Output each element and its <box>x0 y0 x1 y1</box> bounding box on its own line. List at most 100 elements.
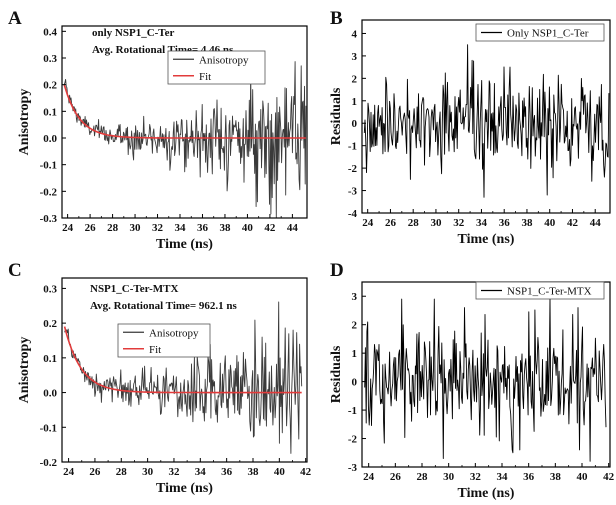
legend-label: NSP1_C-Ter-MTX <box>507 286 592 298</box>
y-tick-label: 2 <box>352 73 358 85</box>
x-tick-label: 36 <box>221 466 233 478</box>
legend-label: Only NSP1_C-Ter <box>507 28 589 40</box>
y-tick-label: 0.1 <box>43 353 57 365</box>
y-tick-label: 0.0 <box>43 133 57 145</box>
panel-c: 24 26 28 30 32 34 36 38 40 42 -0.2 -0.1 0.0 0.1 0.2 0.3… <box>8 260 312 496</box>
y-tick-label: 2 <box>352 320 358 332</box>
x-tick-label: 26 <box>85 222 97 234</box>
y-tick-label: -0.1 <box>40 160 57 172</box>
series-line-nsp1-c-ter-mtx <box>364 295 607 462</box>
x-tick-label: 36 <box>197 222 209 234</box>
y-tick-label: 1 <box>352 96 358 108</box>
x-tick-label: 28 <box>107 222 119 234</box>
annotation-text: Avg. Rotational Time= 962.1 ns <box>90 300 238 312</box>
x-tick-label: 24 <box>62 222 74 234</box>
annotation-text: only NSP1_C-Ter <box>92 27 175 39</box>
x-tick-label: 30 <box>142 466 154 478</box>
x-tick-label: 36 <box>499 217 511 229</box>
x-axis-title: Time (ns) <box>156 481 213 496</box>
legend-box <box>117 323 211 358</box>
x-tick-label: 34 <box>195 466 207 478</box>
y-tick-label: -3 <box>348 186 358 198</box>
x-tick-label: 42 <box>603 471 615 483</box>
x-tick-label: 24 <box>63 466 75 478</box>
x-tick-label: 28 <box>116 466 128 478</box>
y-tick-label: -0.1 <box>40 422 57 434</box>
series-line-only-nsp1-c-ter <box>363 44 610 198</box>
x-tick-label: 24 <box>362 217 374 229</box>
x-tick-label: 34 <box>497 471 509 483</box>
panel-letter: A <box>8 8 22 29</box>
y-axis-title: Residuals <box>329 87 344 145</box>
x-tick-label: 42 <box>567 217 579 229</box>
panel-b: 24 26 28 30 32 34 36 38 40 42 44-4-3-2-101234Time … <box>329 8 611 247</box>
x-tick-label: 32 <box>168 466 180 478</box>
y-tick-label: -0.2 <box>40 186 58 198</box>
x-axis-title: Time (ns) <box>458 232 515 247</box>
legend-label: Anisotropy <box>199 54 249 66</box>
x-tick-label: 42 <box>264 222 276 234</box>
y-tick-label: 4 <box>352 28 358 40</box>
x-tick-label: 38 <box>550 471 562 483</box>
y-tick-label: 0.2 <box>43 318 57 330</box>
panel-a: 24 26 28 30 32 34 36 38 40 42 44 -0.3 -0.2 -0.1 0.0 0.1… <box>8 8 308 252</box>
x-tick-label: 42 <box>300 466 312 478</box>
legend-label: Anisotropy <box>149 327 199 339</box>
y-tick-label: -2 <box>348 163 358 175</box>
x-tick-label: 38 <box>219 222 231 234</box>
x-tick-label: 38 <box>247 466 259 478</box>
series-line-fit <box>63 326 302 394</box>
x-tick-label: 34 <box>175 222 187 234</box>
annotation-text: NSP1_C-Ter-MTX <box>90 283 178 295</box>
plot-frame <box>61 277 308 463</box>
y-tick-label: 0.3 <box>43 283 57 295</box>
plot-frame <box>361 19 611 214</box>
y-tick-label: 0.3 <box>43 53 57 65</box>
legend-box <box>475 23 605 42</box>
x-tick-label: 40 <box>242 222 254 234</box>
panel-letter: D <box>330 260 344 281</box>
y-tick-label: 1 <box>352 348 358 360</box>
x-tick-label: 36 <box>523 471 535 483</box>
y-tick-label: 0.2 <box>43 80 57 92</box>
y-tick-label: -1 <box>348 141 357 153</box>
y-tick-label: -0.2 <box>40 457 58 469</box>
y-tick-label: -3 <box>348 462 358 474</box>
panel-d: 24 26 28 30 32 34 36 38 40 42 -3 -2 -1 0 1 2 3 Time (ns) R… <box>329 260 615 501</box>
y-tick-label: 0.0 <box>43 388 57 400</box>
y-axis-title: Anisotropy <box>17 89 32 156</box>
x-tick-label: 26 <box>385 217 397 229</box>
x-tick-label: 28 <box>417 471 429 483</box>
x-tick-label: 32 <box>453 217 465 229</box>
x-tick-label: 40 <box>544 217 556 229</box>
x-tick-label: 26 <box>89 466 101 478</box>
x-axis-title: Time (ns) <box>458 486 515 501</box>
y-tick-label: -2 <box>348 434 358 446</box>
x-tick-label: 34 <box>476 217 488 229</box>
y-tick-label: -0.3 <box>40 213 58 225</box>
x-tick-label: 44 <box>590 217 602 229</box>
x-tick-label: 30 <box>430 217 442 229</box>
x-tick-label: 40 <box>274 466 286 478</box>
y-tick-label: 3 <box>352 51 358 63</box>
x-tick-label: 32 <box>470 471 482 483</box>
legend-box <box>167 50 266 85</box>
y-tick-label: 0.4 <box>43 26 57 38</box>
x-tick-label: 40 <box>577 471 589 483</box>
panel-letter: C <box>8 260 22 281</box>
x-tick-label: 26 <box>390 471 402 483</box>
y-axis-title: Residuals <box>329 345 344 403</box>
series-line-fit <box>63 84 306 139</box>
x-axis-title: Time (ns) <box>156 237 213 252</box>
x-tick-label: 30 <box>130 222 142 234</box>
y-axis-title: Anisotropy <box>17 337 32 404</box>
x-tick-label: 32 <box>152 222 164 234</box>
series-line-anisotropy <box>63 61 307 218</box>
panel-letter: B <box>330 8 343 29</box>
x-tick-label: 38 <box>521 217 533 229</box>
x-tick-label: 30 <box>443 471 455 483</box>
y-tick-label: 0 <box>352 377 358 389</box>
legend-label: Fit <box>199 71 211 83</box>
y-tick-label: -4 <box>348 208 358 220</box>
